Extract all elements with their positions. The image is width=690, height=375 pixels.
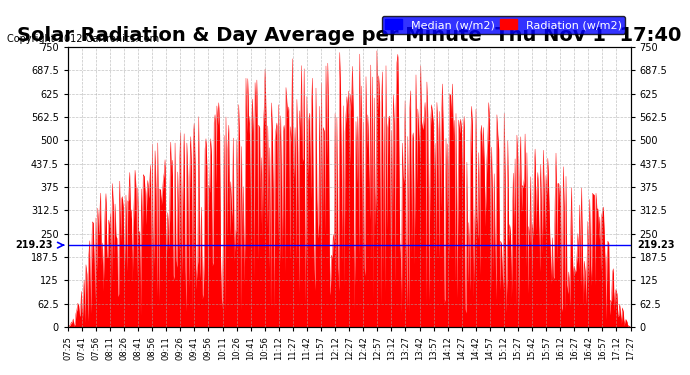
Text: 219.23: 219.23 [638,240,675,250]
Legend: Median (w/m2), Radiation (w/m2): Median (w/m2), Radiation (w/m2) [382,16,625,34]
Text: 219.23: 219.23 [15,240,52,250]
Text: Copyright 2012 Cartronics.com: Copyright 2012 Cartronics.com [7,34,159,44]
Title: Solar Radiation & Day Average per Minute  Thu Nov 1  17:40: Solar Radiation & Day Average per Minute… [17,26,681,45]
